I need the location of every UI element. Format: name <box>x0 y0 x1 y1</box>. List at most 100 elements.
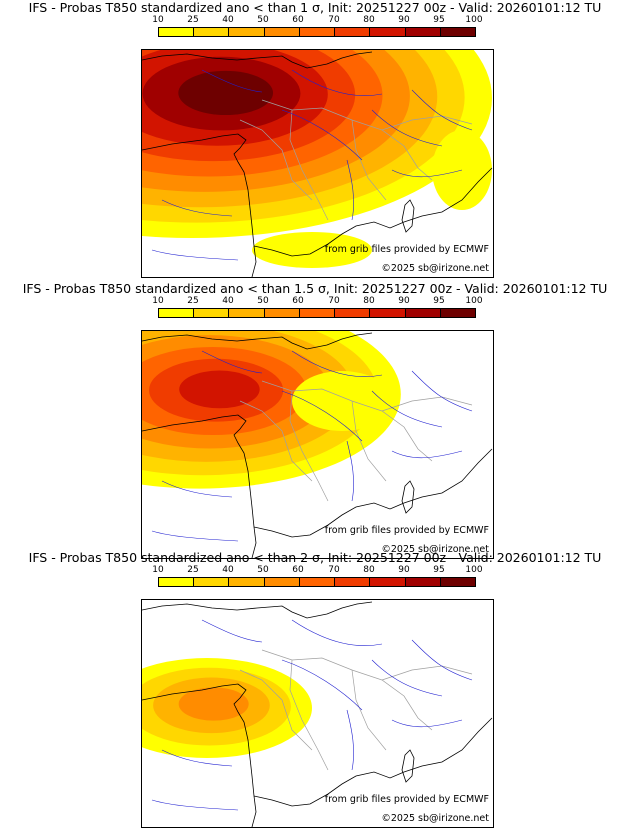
scale-segment <box>335 309 371 317</box>
scale-tick: 10 <box>152 565 164 575</box>
scale-tick: 40 <box>222 15 234 25</box>
scale-segment <box>229 28 265 36</box>
scale-segment <box>194 28 230 36</box>
scale-tick: 25 <box>187 15 199 25</box>
scale-segment <box>370 28 406 36</box>
source-credit: from grib files provided by ECMWF <box>324 244 489 255</box>
coastline <box>142 51 493 277</box>
scale-tick: 95 <box>433 565 445 575</box>
scale-segment <box>229 578 265 586</box>
scale-tick: 50 <box>257 565 269 575</box>
map-svg <box>142 601 493 827</box>
map-area: from grib files provided by ECMWF ©2025 … <box>141 330 494 559</box>
copyright-credit: ©2025 sb@irizone.net <box>381 544 489 555</box>
probability-color-scale: 10 25 40 50 60 70 80 90 95 100 <box>152 296 483 318</box>
scale-tick: 10 <box>152 296 164 306</box>
island-coastline <box>401 749 415 783</box>
map-panel-1-5-sigma: IFS - Probas T850 standardized ano < tha… <box>0 281 630 559</box>
scale-tick: 100 <box>465 565 483 575</box>
scale-tick: 40 <box>222 296 234 306</box>
scale-segment <box>405 578 441 586</box>
map-svg <box>142 331 493 558</box>
scale-tick: 70 <box>328 565 340 575</box>
scale-segment <box>299 309 336 317</box>
coastline <box>142 601 493 827</box>
scale-segment <box>264 309 300 317</box>
scale-segment <box>335 28 371 36</box>
scale-segment <box>335 578 371 586</box>
probability-contour <box>252 232 372 268</box>
scale-segment <box>194 578 230 586</box>
rivers <box>151 619 473 811</box>
scale-segment <box>370 309 406 317</box>
probability-contour <box>179 370 260 409</box>
scale-tick: 50 <box>257 296 269 306</box>
scale-segment <box>264 28 300 36</box>
scale-tick-labels: 10 25 40 50 60 70 80 90 95 100 <box>152 296 482 307</box>
scale-tick: 80 <box>363 296 375 306</box>
source-credit: from grib files provided by ECMWF <box>324 794 489 805</box>
scale-tick: 10 <box>152 15 164 25</box>
scale-segment <box>264 578 300 586</box>
scale-segment <box>299 578 336 586</box>
probability-contour <box>178 70 274 116</box>
scale-segment <box>194 309 230 317</box>
source-credit: from grib files provided by ECMWF <box>324 525 489 536</box>
scale-segment <box>440 309 475 317</box>
rivers <box>151 350 473 542</box>
scale-tick: 90 <box>398 296 410 306</box>
scale-tick: 95 <box>433 15 445 25</box>
probability-contour <box>292 371 392 431</box>
scale-tick-labels: 10 25 40 50 60 70 80 90 95 100 <box>152 15 482 26</box>
scale-segment <box>159 309 195 317</box>
scale-segment <box>405 28 441 36</box>
scale-segment <box>229 309 265 317</box>
scale-tick: 60 <box>292 15 304 25</box>
scale-tick: 70 <box>328 15 340 25</box>
panel-title: IFS - Probas T850 standardized ano < tha… <box>28 550 602 565</box>
island-coastline <box>401 199 415 233</box>
scale-segment <box>299 28 336 36</box>
probability-contour <box>178 687 249 721</box>
scale-tick: 25 <box>187 296 199 306</box>
scale-tick: 95 <box>433 296 445 306</box>
scale-bar <box>158 27 476 37</box>
scale-segment <box>405 309 441 317</box>
scale-tick: 50 <box>257 15 269 25</box>
country-borders <box>239 649 473 771</box>
scale-tick: 70 <box>328 296 340 306</box>
scale-segment <box>440 578 475 586</box>
probability-color-scale: 10 25 40 50 60 70 80 90 95 100 <box>152 565 483 587</box>
scale-tick: 90 <box>398 15 410 25</box>
map-svg <box>142 50 493 277</box>
scale-tick: 80 <box>363 565 375 575</box>
map-panel-2-sigma: IFS - Probas T850 standardized ano < tha… <box>0 550 630 828</box>
scale-segment <box>159 578 195 586</box>
scale-tick: 80 <box>363 15 375 25</box>
panel-title: IFS - Probas T850 standardized ano < tha… <box>22 281 608 296</box>
copyright-credit: ©2025 sb@irizone.net <box>381 813 489 824</box>
scale-tick: 100 <box>465 296 483 306</box>
scale-bar <box>158 577 476 587</box>
scale-tick: 60 <box>292 296 304 306</box>
map-panel-1-sigma: IFS - Probas T850 standardized ano < tha… <box>0 0 630 278</box>
map-area: from grib files provided by ECMWF ©2025 … <box>141 49 494 278</box>
scale-tick: 90 <box>398 565 410 575</box>
scale-segment <box>370 578 406 586</box>
probability-color-scale: 10 25 40 50 60 70 80 90 95 100 <box>152 15 483 37</box>
scale-segment <box>440 28 475 36</box>
scale-tick: 25 <box>187 565 199 575</box>
scale-bar <box>158 308 476 318</box>
panel-title: IFS - Probas T850 standardized ano < tha… <box>28 0 602 15</box>
rivers <box>151 69 473 261</box>
scale-segment <box>159 28 195 36</box>
scale-tick: 60 <box>292 565 304 575</box>
country-borders <box>239 380 473 502</box>
country-borders <box>239 99 473 221</box>
copyright-credit: ©2025 sb@irizone.net <box>381 263 489 274</box>
map-area: from grib files provided by ECMWF ©2025 … <box>141 599 494 828</box>
coastline <box>142 332 493 558</box>
scale-tick: 100 <box>465 15 483 25</box>
scale-tick-labels: 10 25 40 50 60 70 80 90 95 100 <box>152 565 482 576</box>
island-coastline <box>401 480 415 514</box>
